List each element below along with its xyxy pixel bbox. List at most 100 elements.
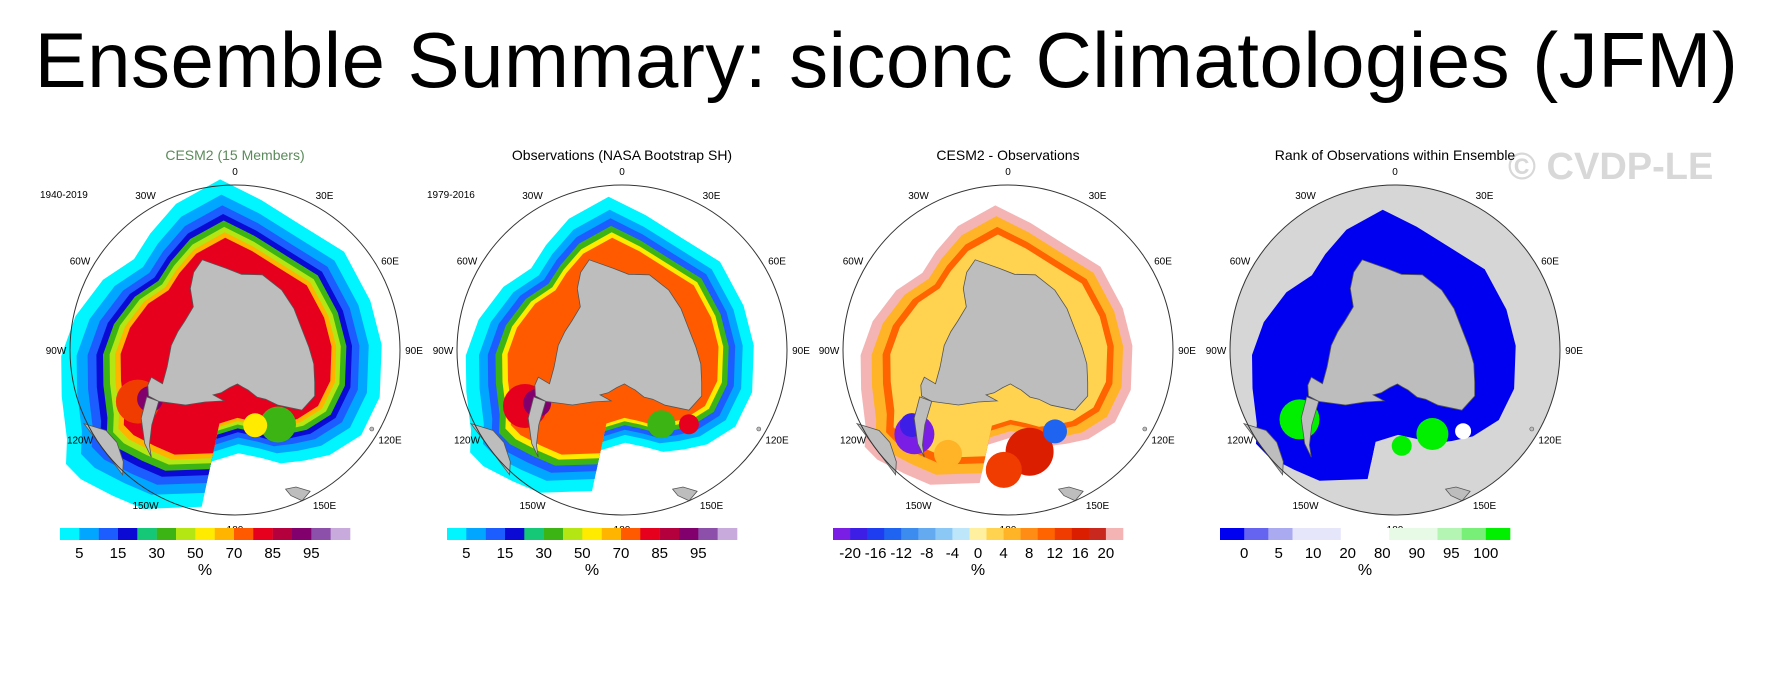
lon-label: 30E (1476, 191, 1494, 202)
panel-title: CESM2 (15 Members) (165, 147, 304, 163)
map-body (457, 185, 787, 515)
antarctica-land (1307, 259, 1476, 411)
colorbar-tick-label: 15 (497, 545, 514, 562)
lon-label: 90E (1565, 346, 1583, 357)
lon-label: 150E (1473, 501, 1497, 512)
map-panel-rank: 030E60E90E120E150E180150W120W90W60W30WRa… (1206, 147, 1584, 579)
antarctica-land (147, 259, 316, 411)
colorbar-swatch (867, 528, 885, 540)
lon-label: 60E (1541, 257, 1559, 268)
lon-label: 150W (519, 501, 546, 512)
lon-label: 150E (313, 501, 337, 512)
lon-label: 30W (1295, 191, 1316, 202)
colorbar-swatch (60, 528, 80, 540)
colorbar-tick-label: 8 (1025, 545, 1033, 562)
island-marker (1529, 426, 1535, 432)
lon-label: 150W (132, 501, 159, 512)
new-zealand-land (671, 486, 698, 502)
colorbar-swatch (1485, 528, 1511, 540)
colorbar-swatch (1316, 528, 1342, 540)
colorbar-swatch (1037, 528, 1056, 540)
colorbar-swatch (1268, 528, 1293, 540)
lon-label: 0 (1392, 167, 1398, 178)
antarctica-land (920, 259, 1089, 411)
colorbar-swatch (679, 528, 699, 540)
colorbar-swatch (850, 528, 868, 540)
colorbar-swatch (833, 528, 851, 540)
colorbar-swatch (918, 528, 936, 540)
colorbar-swatch (1020, 528, 1038, 540)
lon-label: 120W (840, 436, 867, 447)
panel-title: Rank of Observations within Ensemble (1275, 147, 1516, 163)
anomaly-patch-3 (1455, 423, 1472, 440)
antarctic-peninsula (913, 396, 933, 458)
colorbar-swatch (698, 528, 718, 540)
colorbar-swatch (98, 528, 119, 540)
colorbar-swatch (524, 528, 544, 540)
colorbar-tick-label: 20 (1339, 545, 1356, 562)
lon-label: 30E (1089, 191, 1107, 202)
lon-label: 0 (619, 167, 625, 178)
lon-label: 150W (905, 501, 932, 512)
new-zealand-land (284, 486, 311, 502)
colorbar-swatch (195, 528, 215, 540)
lon-label: 120E (378, 436, 402, 447)
colorbar-tick-label: -12 (890, 545, 912, 562)
lon-label: 120E (1151, 436, 1175, 447)
map-border (1229, 184, 1561, 516)
watermark: © CVDP-LE (1508, 146, 1714, 188)
colorbar-swatch (1003, 528, 1021, 540)
colorbar-swatch (466, 528, 486, 540)
colorbar-swatch (137, 528, 157, 540)
anomaly-patch-3 (243, 413, 268, 438)
colorbar-swatch (253, 528, 273, 540)
lon-label: 0 (232, 167, 238, 178)
colorbar-tick-label: -8 (920, 545, 933, 562)
colorbar-swatch (156, 528, 177, 540)
colorbar-unit: % (1358, 562, 1372, 579)
colorbar-swatch (1244, 528, 1269, 540)
colorbar-swatch (1461, 528, 1487, 540)
map-panel-difference: 030E60E90E120E150E180150W120W90W60W30WCE… (819, 147, 1197, 579)
colorbar-tick-label: 90 (1408, 545, 1425, 562)
island-marker (369, 426, 375, 432)
colorbar-swatch (505, 528, 525, 540)
antarctic-peninsula (140, 396, 160, 458)
lon-label: 30W (908, 191, 929, 202)
colorbar-tick-label: 95 (690, 545, 707, 562)
colorbar-swatch (330, 528, 351, 540)
colorbar-tick-label: 50 (187, 545, 204, 562)
island-marker (1142, 426, 1148, 432)
colorbar-swatch (1220, 528, 1245, 540)
colorbar-tick-label: 85 (264, 545, 281, 562)
colorbar-tick-label: 70 (226, 545, 243, 562)
colorbar-tick-label: 16 (1072, 545, 1089, 562)
lon-label: 60E (768, 257, 786, 268)
colorbar-swatch (717, 528, 738, 540)
lon-label: 120E (765, 436, 789, 447)
map-body (1230, 185, 1560, 515)
map-body (843, 185, 1173, 515)
anomaly-patch-2 (260, 406, 296, 443)
colorbar-swatch (176, 528, 196, 540)
colorbar-swatch (118, 528, 138, 540)
new-zealand-land (1057, 486, 1084, 502)
island-marker (756, 426, 762, 432)
colorbar-unit: % (971, 562, 985, 579)
colorbar-swatch (1105, 528, 1124, 540)
panel-title: Observations (NASA Bootstrap SH) (512, 147, 732, 163)
anomaly-patch-5 (985, 451, 1022, 488)
lon-label: 90W (433, 346, 454, 357)
colorbar-swatch (1292, 528, 1317, 540)
lon-label: 90E (792, 346, 810, 357)
colorbar-tick-label: 10 (1305, 545, 1322, 562)
anomaly-patch-1 (1416, 418, 1449, 450)
colorbar-swatch (1088, 528, 1107, 540)
anomaly-patch-2 (1391, 435, 1412, 456)
colorbar-swatch (1054, 528, 1073, 540)
lon-label: 60W (843, 257, 864, 268)
colorbar-swatch (601, 528, 622, 540)
lon-label: 90W (1206, 346, 1227, 357)
colorbar-swatch (659, 528, 680, 540)
period-label: 1979-2016 (427, 190, 475, 201)
